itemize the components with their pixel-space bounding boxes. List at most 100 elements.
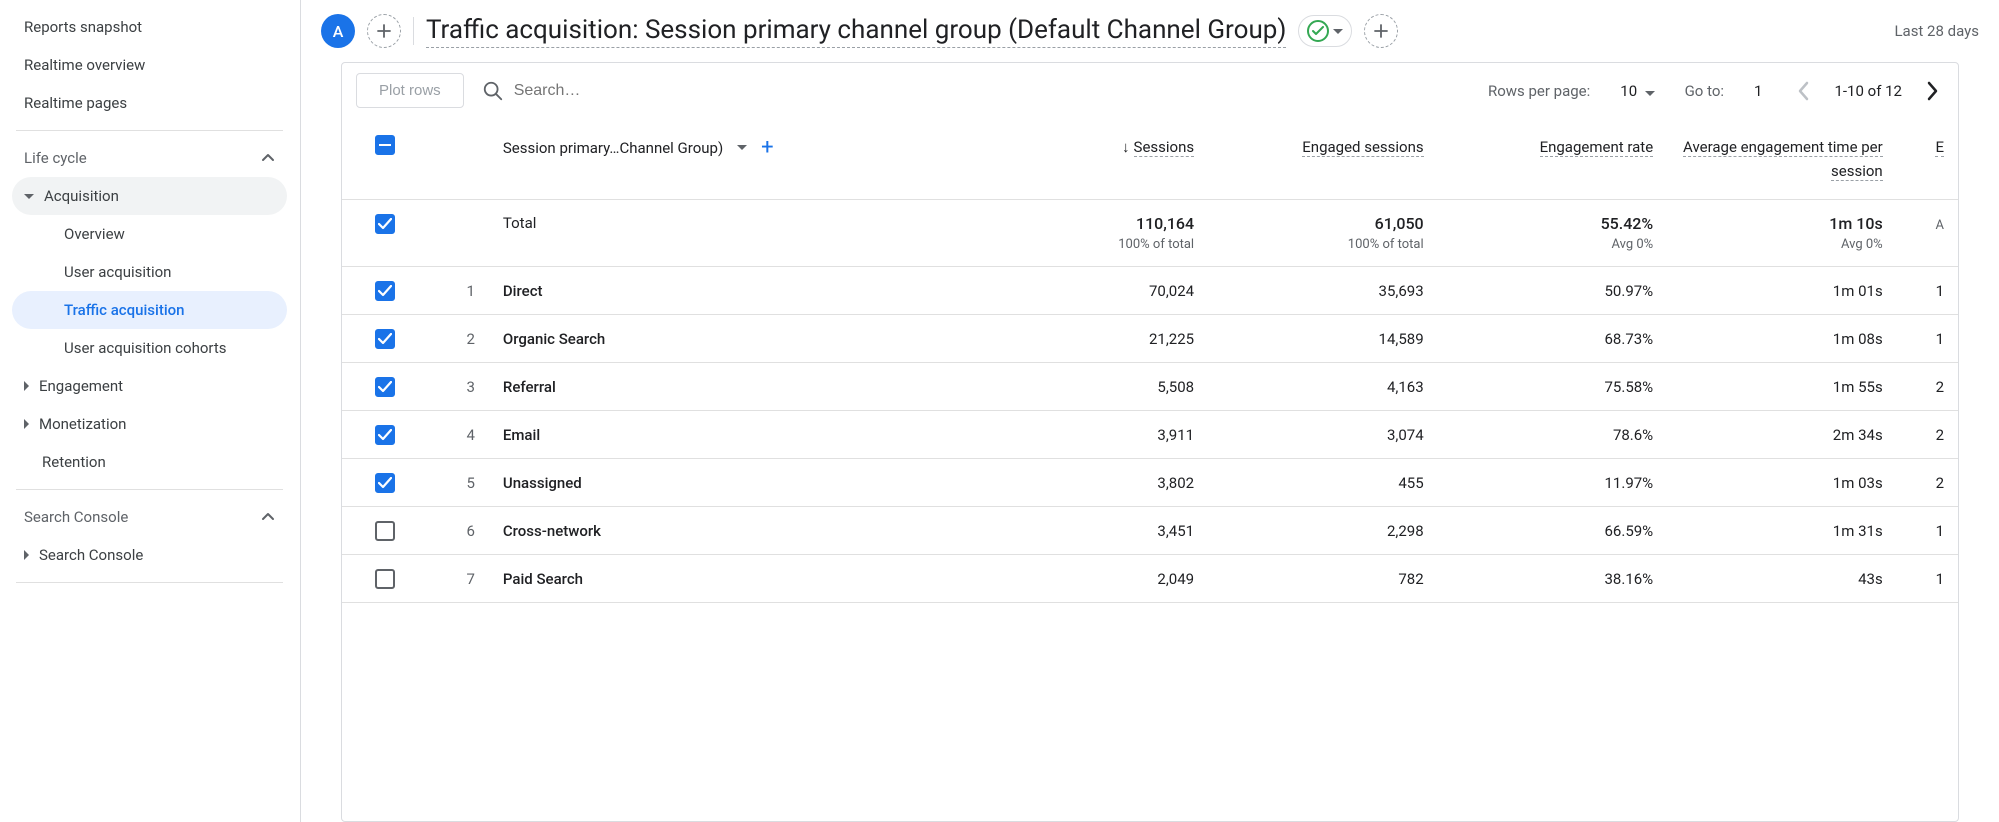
cell-value: 68.73% — [1438, 315, 1668, 363]
cell-value: 3,802 — [979, 459, 1209, 507]
cell-value: 21,225 — [979, 315, 1209, 363]
table-toolbar: Plot rows Rows per page: 10 Go to: 1 1-1… — [342, 63, 1958, 119]
cell-value: 782 — [1208, 555, 1438, 603]
search-icon — [482, 80, 504, 102]
row-checkbox[interactable] — [375, 214, 395, 234]
select-all-checkbox[interactable] — [375, 135, 395, 155]
column-header[interactable]: Engagement rate — [1438, 119, 1668, 200]
total-value: 55.42% — [1452, 214, 1654, 233]
table-row[interactable]: 5Unassigned3,80245511.97%1m 03s2 — [342, 459, 1958, 507]
column-header[interactable]: Average engagement time per session — [1667, 119, 1897, 200]
table-container: Plot rows Rows per page: 10 Go to: 1 1-1… — [341, 62, 1959, 822]
nav-item-label: Reports snapshot — [24, 18, 275, 36]
table-row[interactable]: 7Paid Search2,04978238.16%43s1 — [342, 555, 1958, 603]
nav-item[interactable]: Engagement — [12, 367, 287, 405]
total-subvalue: Avg 0% — [1452, 237, 1654, 252]
cell-value: 38.16% — [1438, 555, 1668, 603]
row-name: Direct — [489, 267, 979, 315]
nav-section[interactable]: Life cycle — [12, 139, 287, 177]
nav-item[interactable]: User acquisition — [12, 253, 287, 291]
row-index: 6 — [428, 507, 489, 555]
search-input[interactable] — [514, 82, 714, 100]
row-name: Email — [489, 411, 979, 459]
cell-value: 4,163 — [1208, 363, 1438, 411]
rows-per-page-value[interactable]: 10 — [1608, 82, 1666, 100]
cell-value: 2 — [1897, 459, 1958, 507]
chevron-right-icon — [24, 381, 29, 391]
add-dimension-button[interactable]: + — [761, 135, 773, 160]
row-checkbox[interactable] — [375, 569, 395, 589]
cell-value: 2 — [1897, 363, 1958, 411]
nav-item-label: Traffic acquisition — [64, 301, 275, 319]
add-comparison-button[interactable] — [1364, 14, 1398, 48]
dimension-header[interactable]: Session primary…Channel Group) — [503, 139, 723, 157]
row-checkbox[interactable] — [375, 473, 395, 493]
cell-value: 78.6% — [1438, 411, 1668, 459]
cell-value: 1 — [1897, 315, 1958, 363]
chevron-up-icon — [261, 151, 275, 165]
nav-section[interactable]: Search Console — [12, 498, 287, 536]
row-checkbox[interactable] — [375, 329, 395, 349]
nav-item-label: Realtime pages — [24, 94, 275, 112]
nav-item[interactable]: Realtime overview — [12, 46, 287, 84]
column-header[interactable]: E — [1897, 119, 1958, 200]
page-title[interactable]: Traffic acquisition: Session primary cha… — [426, 15, 1286, 48]
row-checkbox[interactable] — [375, 521, 395, 541]
row-checkbox[interactable] — [375, 377, 395, 397]
total-value: 110,164 — [993, 214, 1195, 233]
cell-value: 1m 08s — [1667, 315, 1897, 363]
table-row[interactable]: 3Referral5,5084,16375.58%1m 55s2 — [342, 363, 1958, 411]
cell-value: 2m 34s — [1667, 411, 1897, 459]
nav-item-label: Retention — [42, 453, 275, 471]
totals-row: Total110,164100% of total61,050100% of t… — [342, 200, 1958, 267]
column-header[interactable]: Engaged sessions — [1208, 119, 1438, 200]
rows-per-page-label: Rows per page: — [1488, 82, 1590, 100]
nav-item[interactable]: Acquisition — [12, 177, 287, 215]
column-header[interactable]: ↓Sessions — [979, 119, 1209, 200]
go-to-value[interactable]: 1 — [1742, 82, 1774, 100]
cell-value: 3,911 — [979, 411, 1209, 459]
cell-value: 14,589 — [1208, 315, 1438, 363]
cell-value: 43s — [1667, 555, 1897, 603]
table-row[interactable]: 1Direct70,02435,69350.97%1m 01s1 — [342, 267, 1958, 315]
cell-value: 5,508 — [979, 363, 1209, 411]
nav-item[interactable]: Overview — [12, 215, 287, 253]
nav-item-label: Realtime overview — [24, 56, 275, 74]
cell-value: 2,298 — [1208, 507, 1438, 555]
nav-item[interactable]: User acquisition cohorts — [12, 329, 287, 367]
row-checkbox[interactable] — [375, 281, 395, 301]
next-page-button[interactable] — [1920, 79, 1944, 103]
chevron-down-icon[interactable] — [737, 145, 747, 150]
table-row[interactable]: 4Email3,9113,07478.6%2m 34s2 — [342, 411, 1958, 459]
row-name: Unassigned — [489, 459, 979, 507]
nav-item[interactable]: Traffic acquisition — [12, 291, 287, 329]
date-range[interactable]: Last 28 days — [1894, 22, 1979, 40]
row-name: Cross-network — [489, 507, 979, 555]
total-label: Total — [503, 214, 537, 232]
nav-item[interactable]: Search Console — [12, 536, 287, 574]
page-info: 1-10 of 12 — [1834, 82, 1902, 100]
cell-value: 1 — [1897, 267, 1958, 315]
prev-page-button[interactable] — [1792, 79, 1816, 103]
nav-item[interactable]: Realtime pages — [12, 84, 287, 122]
row-name: Organic Search — [489, 315, 979, 363]
verified-pill[interactable] — [1298, 15, 1352, 47]
nav-item-label: User acquisition — [64, 263, 275, 281]
nav-item[interactable]: Retention — [12, 443, 287, 481]
plot-rows-button[interactable]: Plot rows — [356, 73, 464, 108]
row-index: 2 — [428, 315, 489, 363]
nav-item[interactable]: Reports snapshot — [12, 8, 287, 46]
row-checkbox[interactable] — [375, 425, 395, 445]
table-row[interactable]: 2Organic Search21,22514,58968.73%1m 08s1 — [342, 315, 1958, 363]
total-subvalue: 100% of total — [993, 237, 1195, 252]
table-row[interactable]: 6Cross-network3,4512,29866.59%1m 31s1 — [342, 507, 1958, 555]
cell-value: 11.97% — [1438, 459, 1668, 507]
cell-value: 455 — [1208, 459, 1438, 507]
nav-item[interactable]: Monetization — [12, 405, 287, 443]
row-index: 7 — [428, 555, 489, 603]
avatar[interactable]: A — [321, 14, 355, 48]
nav-item-label: Overview — [64, 225, 275, 243]
cell-value: 3,074 — [1208, 411, 1438, 459]
add-segment-button[interactable] — [367, 14, 401, 48]
cell-value: 70,024 — [979, 267, 1209, 315]
